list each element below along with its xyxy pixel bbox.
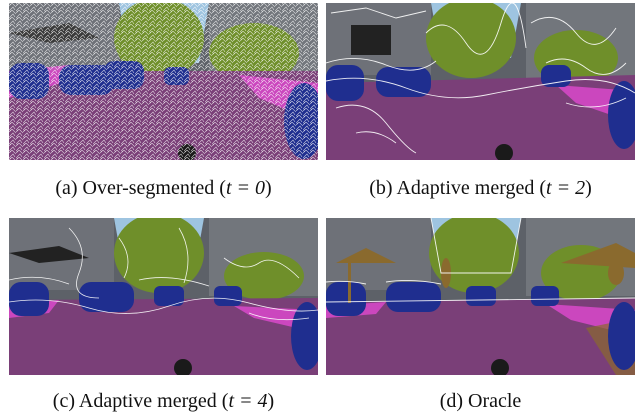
panel-adaptive-merged-t4: [9, 218, 318, 375]
segmentation-image-a: [9, 3, 318, 160]
caption-a-math: t = 0: [225, 177, 265, 199]
caption-b: (b) Adaptive merged (t = 2): [369, 177, 592, 199]
panel-over-segmented: [9, 3, 318, 160]
panel-adaptive-merged-t2: [326, 3, 635, 160]
segmentation-image-b: [326, 3, 635, 160]
caption-c-math: t = 4: [228, 390, 268, 412]
caption-c: (c) Adaptive merged (t = 4): [52, 390, 275, 412]
caption-d: (d) Oracle: [439, 390, 522, 412]
segmentation-image-c: [9, 218, 318, 375]
caption-b-math: t = 2: [546, 177, 586, 199]
caption-a: (a) Over-segmented (t = 0): [55, 177, 272, 199]
panel-oracle: [326, 218, 635, 375]
segmentation-image-d: [326, 218, 635, 375]
